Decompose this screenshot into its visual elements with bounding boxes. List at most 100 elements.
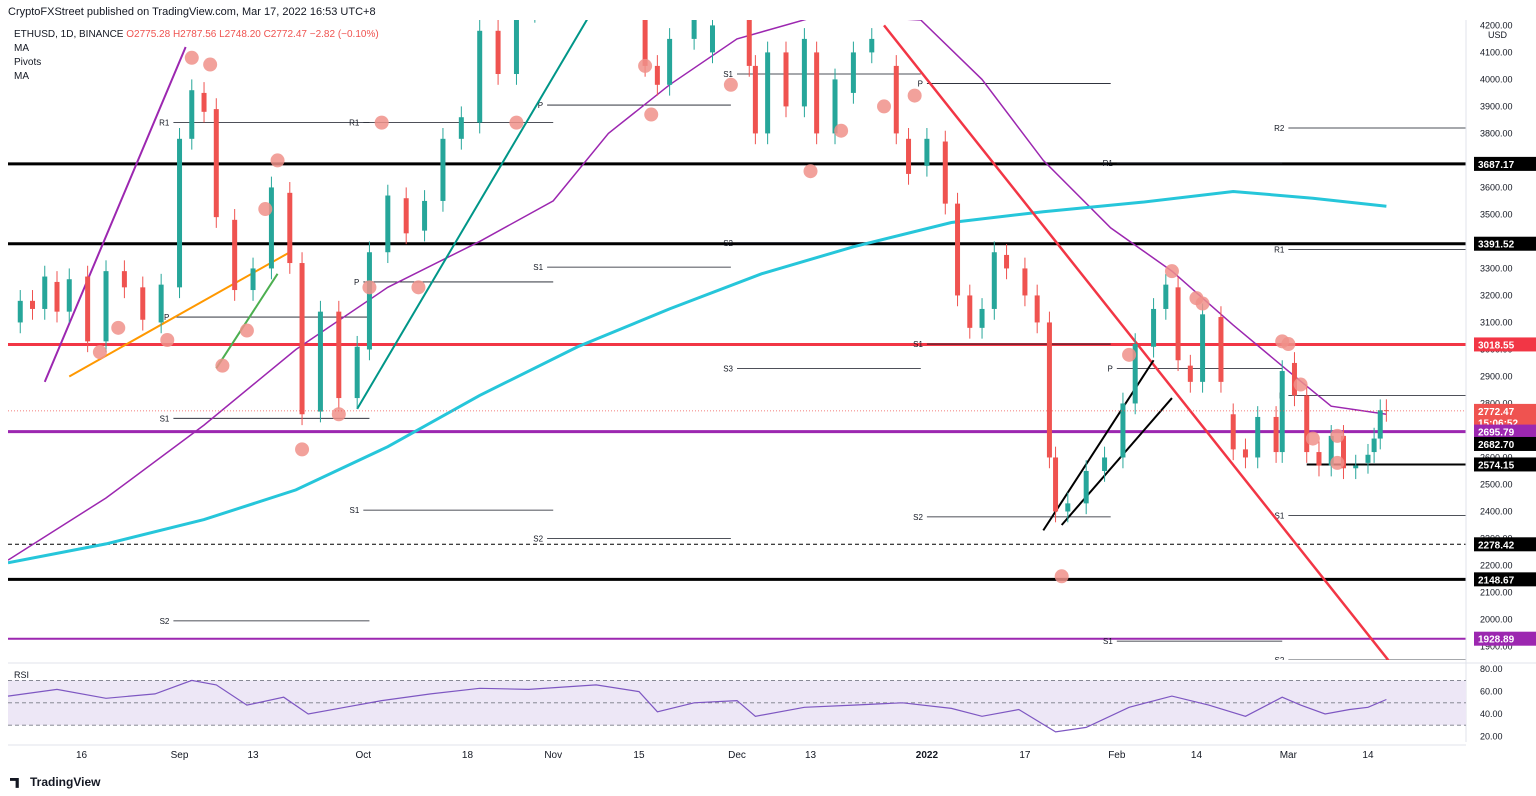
- candle-body: [1255, 416, 1261, 458]
- pivot-label: P: [1107, 364, 1112, 373]
- price-tick-label: 3100.00: [1480, 317, 1513, 327]
- swing-marker: [834, 123, 849, 138]
- candle-body: [458, 117, 464, 139]
- pivot-label: P: [918, 79, 923, 88]
- candle-body: [54, 281, 60, 312]
- candle-body: [422, 200, 428, 231]
- candle-body: [17, 300, 23, 323]
- price-plot: R1PS1S2R1PS1PS1S2S1S2PS1S3S2R1PS1R2R1PS1…: [8, 20, 1466, 665]
- swing-marker: [1293, 377, 1308, 392]
- candle-body: [1273, 416, 1279, 453]
- pivot-label: S2: [533, 534, 543, 543]
- trend-line: [43, 46, 187, 383]
- candle-body: [1046, 322, 1052, 458]
- swing-marker: [184, 50, 199, 65]
- candle-body: [366, 252, 372, 350]
- price-tick-label: 2000.00: [1480, 614, 1513, 624]
- candle-body: [336, 311, 342, 399]
- candle-body: [250, 268, 256, 291]
- price-tick-label: 2400.00: [1480, 506, 1513, 516]
- time-tick-label: 2022: [916, 750, 939, 761]
- candle-body: [158, 284, 164, 323]
- tradingview-logo[interactable]: TradingView: [10, 775, 100, 789]
- time-tick-label: Feb: [1108, 750, 1126, 761]
- swing-marker: [203, 57, 218, 72]
- price-badge-label: 3018.55: [1478, 340, 1515, 351]
- pivot-label: P: [538, 101, 543, 110]
- pivot-label: S1: [913, 340, 923, 349]
- time-tick-label: 18: [462, 750, 474, 761]
- price-tick-label: 3900.00: [1480, 101, 1513, 111]
- pivot-label: R1: [159, 119, 170, 128]
- price-tick-label: 4200.00: [1480, 20, 1513, 30]
- price-tick-label: 3800.00: [1480, 128, 1513, 138]
- pivot-label: S3: [723, 364, 733, 373]
- pivot-label: S2: [1275, 656, 1285, 665]
- swing-marker: [92, 345, 107, 360]
- price-axis-currency: USD: [1488, 30, 1508, 40]
- swing-marker: [1164, 264, 1179, 279]
- symbol-row[interactable]: ETHUSD, 1D, BINANCE O2775.28 H2787.56 L2…: [14, 28, 379, 42]
- candle-body: [746, 20, 752, 66]
- header: CryptoFXStreet published on TradingView.…: [0, 0, 1536, 22]
- swing-marker: [723, 77, 738, 92]
- price-badge: [1474, 337, 1536, 352]
- candle-body: [893, 65, 899, 134]
- swing-marker: [270, 153, 285, 168]
- candle-body: [513, 20, 519, 75]
- candle-body: [403, 198, 409, 234]
- price-tick-label: 3200.00: [1480, 290, 1513, 300]
- indicator-ma-2[interactable]: MA: [14, 71, 29, 82]
- rsi-title: RSI: [14, 670, 29, 680]
- candle-body: [42, 276, 48, 309]
- swing-marker: [509, 115, 524, 130]
- swing-marker: [1195, 296, 1210, 311]
- candle-body: [1365, 454, 1371, 463]
- symbol-label: ETHUSD, 1D, BINANCE: [14, 29, 124, 40]
- candle-body: [1218, 317, 1224, 382]
- candle-body: [1163, 284, 1169, 309]
- swing-marker: [1054, 569, 1069, 584]
- time-tick-label: Nov: [544, 750, 562, 761]
- candle-body: [177, 138, 183, 288]
- time-tick-label: Sep: [171, 750, 189, 761]
- price-badge-label: 2772.47: [1478, 407, 1515, 418]
- swing-marker: [258, 202, 273, 217]
- candle-body: [189, 90, 195, 139]
- indicator-ma-1[interactable]: MA: [14, 43, 29, 54]
- candle-body: [814, 52, 820, 134]
- swing-marker: [803, 164, 818, 179]
- swing-marker: [1305, 431, 1320, 446]
- candle-body: [955, 203, 961, 296]
- indicator-pivots[interactable]: Pivots: [14, 57, 42, 68]
- time-tick-label: 14: [1362, 750, 1374, 761]
- candle-body: [103, 271, 109, 342]
- time-tick-label: Dec: [728, 750, 746, 761]
- swing-marker: [362, 280, 377, 295]
- candle-body: [287, 192, 293, 264]
- candle-body: [30, 300, 36, 309]
- price-badge-label: 3687.17: [1478, 160, 1515, 171]
- swing-marker: [1122, 347, 1137, 362]
- candle-body: [85, 276, 91, 342]
- time-tick-label: 13: [247, 750, 259, 761]
- swing-marker: [877, 99, 892, 114]
- price-tick-label: 2800.00: [1480, 398, 1513, 408]
- trend-line: [356, 20, 588, 410]
- time-tick-label: Mar: [1280, 750, 1298, 761]
- rsi-tick-label: 60.00: [1480, 687, 1503, 697]
- price-badge-label: 2574.15: [1478, 460, 1515, 471]
- candle-body: [385, 195, 391, 253]
- candle-body: [1102, 457, 1108, 471]
- candle-body: [299, 263, 305, 415]
- candle-body: [495, 30, 501, 75]
- candle-body: [1353, 465, 1359, 469]
- candle-body: [869, 38, 875, 53]
- candle-body: [1004, 254, 1010, 269]
- candle-body: [654, 65, 660, 85]
- time-tick-label: Oct: [356, 750, 372, 761]
- pivot-label: S2: [160, 617, 170, 626]
- pivot-label: S2: [723, 239, 733, 248]
- candle-body: [1053, 457, 1059, 512]
